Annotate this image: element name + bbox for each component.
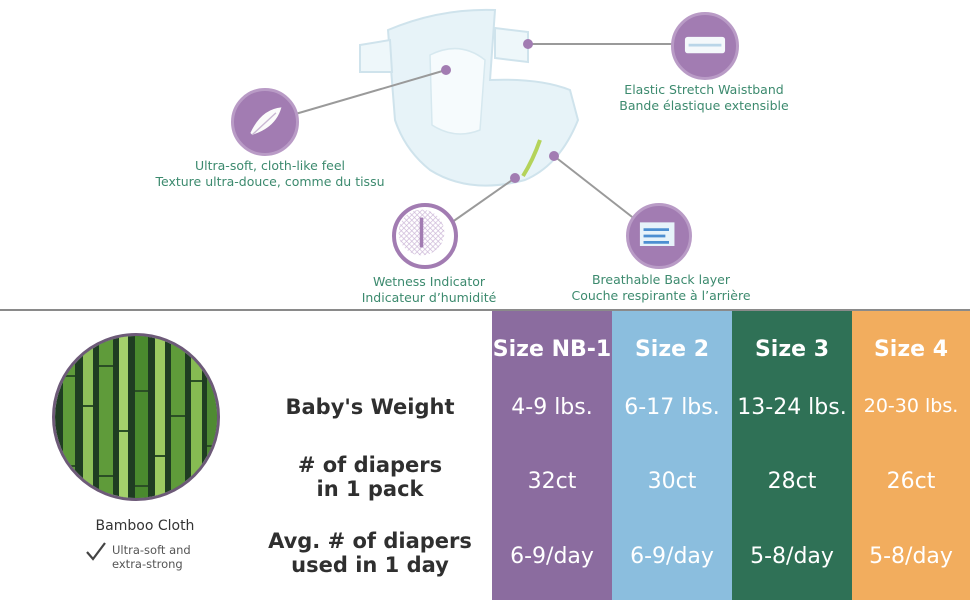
row-label-usage-line2: used in 1 day [291,553,449,577]
size-column: Size NB-1 4-9 lbs. 32ct 6-9/day [492,311,612,600]
bamboo-image [52,333,220,501]
bamboo-desc-line2: extra-strong [112,557,183,571]
size-heading: Size 3 [754,337,830,362]
bamboo-description: Ultra-soft and extra-strong [112,543,191,571]
checkmark-icon [86,542,106,561]
soft-caption-en: Ultra-soft, cloth-like feel [194,158,345,173]
row-label-usage: Avg. # of diapers used in 1 day [250,529,490,577]
diaper-illustration [359,8,580,187]
count-cell: 32ct [527,469,577,494]
count-cell: 26ct [886,469,936,494]
waistband-icon [671,12,739,80]
count-cell: 30ct [647,469,697,494]
waistband-caption: Elastic Stretch Waistband Bande élastiqu… [606,82,802,114]
weight-cell: 6-17 lbs. [624,395,720,420]
weight-cell: 20-30 lbs. [863,395,959,417]
per-day-cell: 6-9/day [510,544,594,569]
bamboo-desc-line1: Ultra-soft and [112,543,191,557]
breathable-caption-fr: Couche respirante à l’arrière [571,288,751,303]
feather-icon [231,88,299,156]
wetness-indicator-icon [392,203,458,269]
size-heading: Size 4 [873,337,949,362]
waistband-caption-en: Elastic Stretch Waistband [624,82,784,97]
size-chart: Bamboo Cloth Ultra-soft and extra-strong… [0,311,970,600]
wetness-caption: Wetness Indicator Indicateur d’humidité [345,274,513,306]
wetness-caption-en: Wetness Indicator [372,274,486,289]
wetness-caption-fr: Indicateur d’humidité [361,290,497,305]
per-day-cell: 5-8/day [869,544,953,569]
breathable-caption-en: Breathable Back layer [591,272,731,287]
row-label-usage-line1: Avg. # of diapers [268,529,472,553]
row-label-count: # of diapers in 1 pack [250,453,490,501]
size-heading: Size 2 [634,337,710,362]
row-label-count-line1: # of diapers [297,453,443,477]
size-column: Size 2 6-17 lbs. 30ct 6-9/day [612,311,732,600]
breathable-layer-icon [626,203,692,269]
weight-cell: 13-24 lbs. [737,395,847,420]
connector-lines [267,8,672,233]
soft-caption-fr: Texture ultra-douce, comme du tissu [155,174,385,189]
row-label-weight: Baby's Weight [285,395,455,419]
soft-caption: Ultra-soft, cloth-like feel Texture ultr… [150,158,390,190]
count-cell: 28ct [767,469,817,494]
waistband-caption-fr: Bande élastique extensible [619,98,789,113]
section-divider [0,309,970,311]
per-day-cell: 6-9/day [630,544,714,569]
per-day-cell: 5-8/day [750,544,834,569]
breathable-caption: Breathable Back layer Couche respirante … [556,272,766,304]
size-column: Size 4 20-30 lbs. 26ct 5-8/day [852,311,970,600]
row-label-count-line2: in 1 pack [316,477,424,501]
size-column: Size 3 13-24 lbs. 28ct 5-8/day [732,311,852,600]
feature-diagram: Elastic Stretch Waistband Bande élastiqu… [150,8,802,306]
bamboo-title: Bamboo Cloth [95,518,195,534]
size-heading: Size NB-1 [492,337,612,362]
weight-cell: 4-9 lbs. [511,395,593,420]
